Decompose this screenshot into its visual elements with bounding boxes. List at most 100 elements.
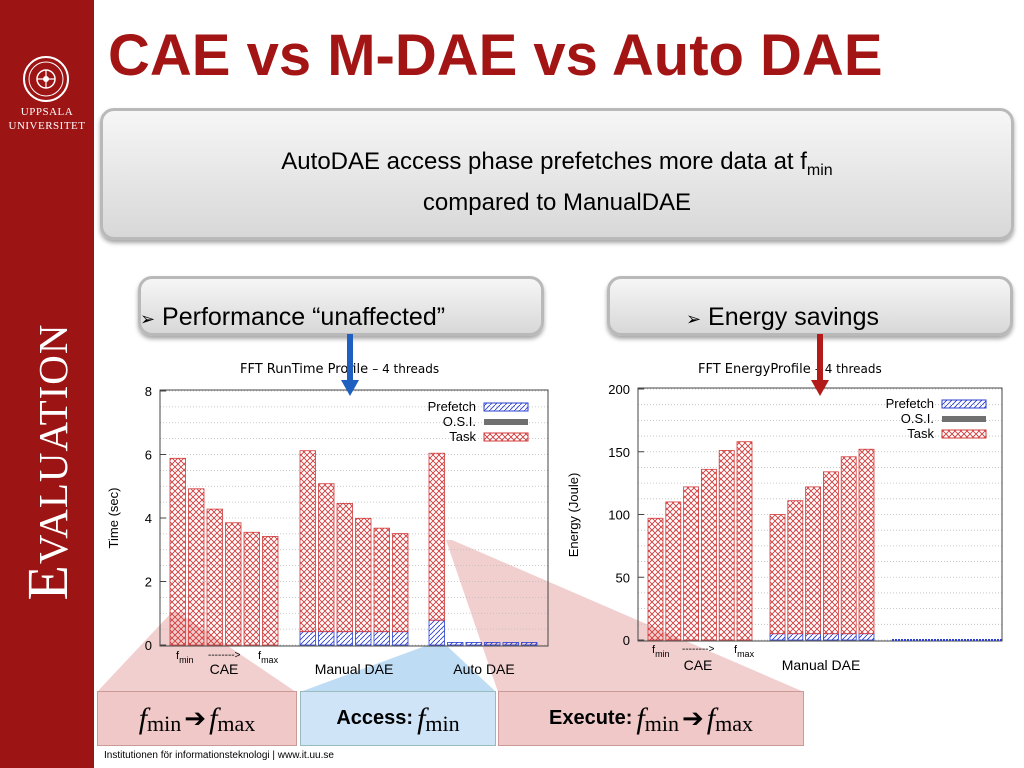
blue-down-arrow-icon [341,334,359,396]
y-tick-label: 8 [145,384,152,399]
y-tick-label: 0 [623,633,630,648]
energy-y-axis-label: Energy (Joule) [566,473,581,558]
y-tick-label: 200 [608,382,630,397]
sidebar: UPPSALA UNIVERSITET Evaluation [0,0,94,768]
summary-subscript: min [806,161,833,179]
bar-prefetch [484,642,501,646]
f-symbol: f [417,701,426,735]
performance-box [138,276,544,336]
bar-prefetch [392,631,409,646]
legend-prefetch-label: Prefetch [886,396,934,411]
energy-title-text: FFT EnergyProfile [698,362,811,377]
f-symbol: f [138,701,148,735]
university-name-line2: UNIVERSITET [8,120,86,132]
bar-prefetch [502,642,519,646]
runtime-legend: Prefetch O.S.I. Task [428,399,529,444]
university-seal-logo [23,56,69,102]
runtime-title-note: – 4 threads [372,362,440,376]
bar-prefetch [318,631,335,646]
y-tick-label: 6 [145,448,152,463]
runtime-chart: Time (sec) 0 2 4 6 8 Prefetch O.S.I. Task fm… [106,384,549,677]
y-tick-label: 4 [145,511,152,526]
energy-group-label-cae: CAE [684,657,713,673]
energy-group-label-manual: Manual DAE [782,657,861,673]
bar-task [787,500,804,635]
bar-task [299,450,316,633]
legend-task-swatch [483,432,529,442]
bar-task [392,533,409,633]
bar-prefetch [769,633,786,641]
y-tick-label: 100 [608,508,630,523]
fmin-subscript: min [644,710,679,736]
bar-task [769,514,786,635]
energy-chart-title: FFT EnergyProfile – 4 threads [698,362,882,377]
bar-prefetch [373,631,390,646]
bar-task [318,483,335,633]
cae-frequency-box: f min ➔ f max [97,691,297,746]
energy-freq-arrow: --------> [682,644,715,655]
bar-task [225,522,242,646]
legend-osi-swatch [942,416,986,422]
runtime-title-text: FFT RunTime Profile [240,362,369,377]
legend-osi-swatch [484,419,528,425]
footer-text: Institutionen för informationsteknologi … [104,750,334,761]
legend-prefetch-swatch [483,402,529,412]
legend-task-label: Task [907,426,934,441]
y-tick-label: 0 [145,638,152,653]
y-tick-label: 150 [608,445,630,460]
energy-title-note: – 4 threads [814,362,882,376]
bar-task [665,501,682,641]
bar-task [206,508,223,646]
legend-task-label: Task [449,429,476,444]
bar-prefetch [465,642,482,646]
runtime-fmin-label: fmin [176,650,194,665]
execute-label: Execute: [549,707,633,729]
legend-task-swatch [941,429,987,439]
runtime-chart-title: FFT RunTime Profile – 4 threads [240,362,439,377]
energy-label: Energy savings [708,303,879,331]
summary-line2: compared to ManualDAE [422,188,692,216]
runtime-fmax-label: fmax [258,650,279,665]
red-down-arrow-icon [811,334,829,396]
energy-fmin-label: fmin [652,644,670,659]
runtime-y-ticks: 0 2 4 6 8 [145,384,166,653]
bar-task [647,517,664,641]
runtime-group-label-manual: Manual DAE [315,661,394,677]
bar-prefetch [858,633,875,641]
energy-bars [647,441,875,641]
bar-task [428,452,445,621]
right-arrow-icon: ➔ [184,703,207,733]
bullet-marker-icon: ➢ [140,309,156,329]
runtime-freq-arrow: --------> [208,650,241,661]
bar-prefetch [299,631,316,646]
bullet-marker-icon: ➢ [686,309,702,329]
slide-title: CAE vs M-DAE vs Auto DAE [108,23,883,88]
runtime-group-label-auto: Auto DAE [453,661,514,677]
bar-prefetch [336,631,353,646]
bar-task [336,502,353,633]
f-symbol: f [209,701,218,735]
bar-prefetch [787,633,804,641]
bar-task [718,450,735,641]
summary-text: AutoDAE access phase prefetches more dat… [281,148,807,175]
energy-fmax-label: fmax [734,644,755,659]
summary-box: AutoDAE access phase prefetches more dat… [100,108,1014,240]
bar-prefetch [822,633,839,641]
fmax-subscript: max [715,710,753,736]
bar-task [683,486,699,641]
summary-line1: AutoDAE access phase prefetches more dat… [103,146,1011,187]
access-label: Access: [336,707,414,729]
legend-prefetch-label: Prefetch [428,399,476,414]
fmin-subscript: min [425,710,460,736]
bar-task [373,527,390,633]
energy-y-ticks: 0 50 100 150 200 [608,382,644,648]
bar-prefetch [840,633,857,641]
energy-chart: Energy (Joule) 0 50 100 150 200 Prefetch O.S… [566,382,1003,673]
bar-prefetch [447,642,464,646]
university-name-line1: UPPSALA [20,106,74,118]
runtime-bars [169,450,538,646]
bar-task [243,531,260,646]
fmin-subscript: min [147,710,182,736]
y-tick-label: 50 [616,570,630,585]
execute-frequency-box: Execute: f min ➔ f max [498,691,804,746]
